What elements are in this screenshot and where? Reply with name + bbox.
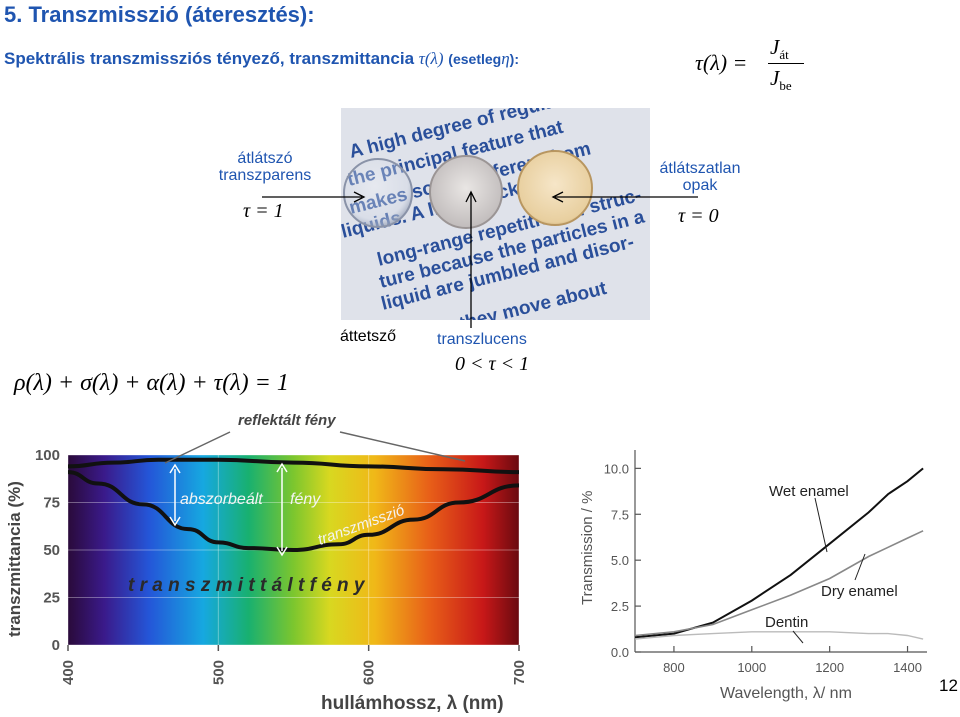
spectrum-curve-1 [67,457,520,475]
subtitle-note-prefix: (esetleg [448,51,502,67]
series-label-pointer [854,553,866,581]
spectrum-x-axis-label: hullámhossz, λ (nm) [321,693,504,714]
spectrum-y-tick: 25 [43,590,60,607]
fraction-bar [768,63,804,64]
spectrum-chart: 0 25 50 75 100 400 500 600 700 reflektált fény a… [5,412,528,714]
spectrum-x-tick: 400 [60,660,77,685]
series-label-pointer [792,630,804,644]
series-label: Wet enamel [769,483,849,500]
transparent-disc [343,158,413,228]
transmission-chart: 0.0 2.5 5.0 7.5 10.0 800 1000 1200 1400 Wet enam… [579,450,927,702]
translucent-formula: 0 < τ < 1 [455,353,530,375]
reflected-pointer [339,431,466,462]
transmission-y-tick: 7.5 [611,507,629,522]
slide-title: 5. Transzmisszió (áteresztés): [4,2,315,27]
formula-tau-denominator: Jbe [770,66,792,94]
absorbed-light-label: fény [290,491,321,508]
transmission-y-axis-label: Transmission / % [579,491,596,605]
transmission-x-tick: 1200 [815,660,844,675]
spectrum-x-tick: 600 [361,660,378,685]
formula-tau-lhs: τ(λ) = [695,50,748,75]
series-dentin [634,631,924,640]
spectrum-y-tick: 100 [35,447,60,464]
transmission-y-tick: 0.0 [611,645,629,660]
formula-sum: ρ(λ) + σ(λ) + α(λ) + τ(λ) = 1 [14,370,289,396]
reflected-pointer [164,431,231,464]
translucent-hu-label: áttetsző [340,328,397,345]
spectrum-y-tick: 75 [43,495,60,512]
translucent-disc [429,155,503,229]
page-number: 12 [939,676,958,695]
spectrum-y-tick: 50 [43,542,60,559]
transmitted-light-label: t r a n s z m i t t á l t f é n y [128,575,366,596]
formula-tau-numerator: Ját [770,35,789,63]
transmission-y-tick: 2.5 [611,599,629,614]
transmission-y-tick: 5.0 [611,553,629,568]
transparent-label: átlátszó transzparens [218,150,312,184]
series-label: Dry enamel [821,583,898,600]
spectrum-y-tick: 0 [52,637,60,654]
subtitle-note-suffix: ): [509,51,519,67]
series-dry-enamel [634,530,924,637]
opaque-label: átlátszatlan opak [659,160,741,194]
subtitle: Spektrális transzmissziós tényező, trans… [4,49,519,69]
transmission-y-tick: 10.0 [604,461,629,476]
absorbed-label: abszorbeált [180,491,263,508]
series-label: Dentin [765,614,808,631]
translucent-label: transzlucens [437,331,527,348]
subtitle-note-symbol: η [501,49,510,68]
transmission-x-tick: 1400 [893,660,922,675]
transmission-x-tick: 800 [663,660,685,675]
opaque-disc [517,150,593,226]
spectrum-x-tick: 700 [511,660,528,685]
transparent-formula: τ = 1 [243,200,284,222]
subtitle-symbol: τ(λ) [418,49,444,68]
discs-photo: A high degree of regularity the principal… [341,108,650,320]
reflected-light-label: reflektált fény [238,412,336,429]
transmission-x-tick: 1000 [737,660,766,675]
transmission-x-axis-label: Wavelength, λ/ nm [720,685,852,702]
subtitle-text: Spektrális transzmissziós tényező, trans… [4,49,415,68]
spectrum-curve-2 [67,470,520,553]
spectrum-y-axis-label: transzmittancia (%) [5,481,24,637]
spectrum-x-tick: 500 [210,660,227,685]
opaque-formula: τ = 0 [678,205,719,227]
series-label-pointer [814,497,828,553]
